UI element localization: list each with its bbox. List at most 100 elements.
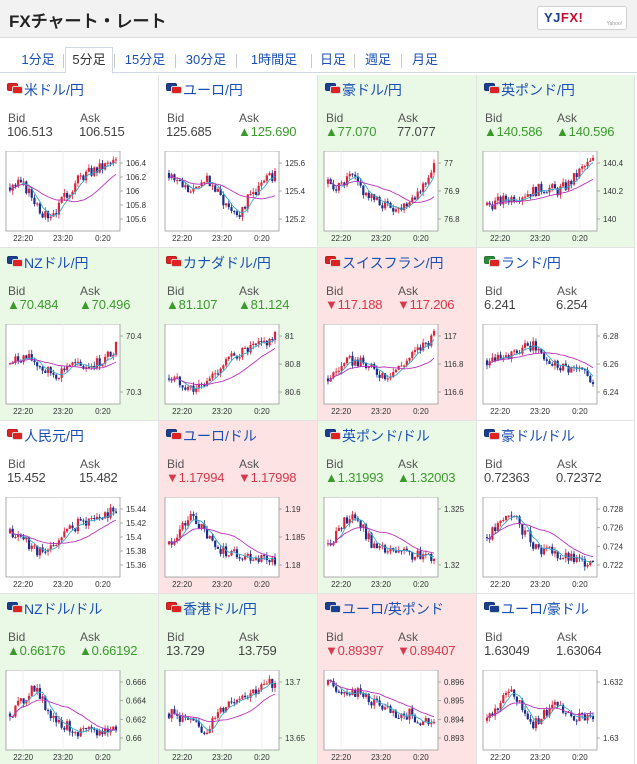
- tab-3[interactable]: 30分足: [185, 52, 227, 67]
- pair-name-link[interactable]: カナダドル/円: [183, 255, 271, 271]
- candle-body: [515, 696, 518, 702]
- candle-body: [340, 691, 343, 694]
- y-tick-label: 6.28: [603, 332, 619, 341]
- price-chart[interactable]: 0.728 0.726 0.724 0.722 22:20 23:20 0:20: [482, 497, 632, 591]
- pair-name-link[interactable]: 香港ドル/円: [183, 601, 257, 617]
- price-chart[interactable]: 1.632 1.63 22:20 23:20 0:20: [482, 670, 632, 764]
- rate-card[interactable]: スイスフラン/円 Bid Ask ▼117.188 ▼117.206 117 116.8 11…: [318, 248, 477, 421]
- candle-body: [529, 719, 532, 722]
- candle-body: [403, 713, 406, 716]
- candle-body: [260, 684, 263, 690]
- price-chart[interactable]: 0.666 0.664 0.662 0.66 22:20 23:20 0:20: [5, 670, 155, 764]
- rate-card[interactable]: 豪ドル/ドル Bid Ask 0.72363 0.72372 0.728 0.726 0.72…: [477, 421, 635, 594]
- bid-value: ▲1.31993: [325, 470, 384, 485]
- candle-body: [57, 719, 61, 723]
- candle-body: [521, 524, 524, 535]
- x-tick-label: 0:20: [254, 407, 270, 416]
- candle-body: [564, 712, 567, 714]
- moving-average-long: [9, 519, 117, 544]
- candle-body: [8, 363, 12, 365]
- candle-body: [244, 695, 247, 698]
- tab-4[interactable]: 1時間足: [250, 52, 298, 67]
- y-tick-label: 140.2: [603, 187, 624, 196]
- logo-subtext: Yahoo!: [606, 21, 622, 27]
- bid-value: ▼1.17994: [166, 470, 225, 485]
- rate-card[interactable]: NZドル/円 Bid Ask ▲70.484 ▲70.496 70.4 70.3 22:20 2…: [0, 248, 159, 421]
- currency-flag-icon: [325, 429, 341, 440]
- candle-body: [192, 718, 195, 721]
- candle-body: [335, 189, 338, 191]
- price-chart[interactable]: 125.6 125.4 125.2 22:20 23:20 0:20: [164, 151, 314, 245]
- rate-card[interactable]: 香港ドル/円 Bid Ask 13.729 13.759 13.7 13.65 22:20 23…: [159, 594, 318, 764]
- price-chart[interactable]: 6.28 6.26 6.24 22:20 23:20 0:20: [482, 324, 632, 418]
- price-chart[interactable]: 117 116.8 116.6 22:20 23:20 0:20: [323, 324, 473, 418]
- yjfx-logo[interactable]: YJFX! Yahoo!: [537, 6, 627, 30]
- candle-body: [227, 701, 230, 708]
- rate-card[interactable]: 英ポンド/ドル Bid Ask ▲1.31993 ▲1.32003 1.325 1.32 22…: [318, 421, 477, 594]
- pair-name-link[interactable]: 豪ドル/ドル: [501, 428, 575, 444]
- candle-body: [98, 730, 101, 736]
- candle-body: [260, 182, 263, 186]
- candle-body: [362, 357, 365, 364]
- x-tick-label: 22:20: [13, 753, 34, 762]
- candle-body: [268, 338, 271, 346]
- rate-card[interactable]: ユーロ/英ポンド Bid Ask ▼0.89397 ▼0.89407 0.896 0.895…: [318, 594, 477, 764]
- pair-name-link[interactable]: NZドル/円: [24, 255, 89, 271]
- tab-2[interactable]: 15分足: [124, 52, 166, 67]
- candle-body: [49, 710, 52, 719]
- candle-body: [14, 184, 17, 187]
- candle-body: [583, 166, 586, 168]
- rate-card[interactable]: 米ドル/円 Bid Ask 106.513 106.515 106.4 106.2 106 10…: [0, 75, 159, 248]
- price-chart[interactable]: 1.19 1.185 1.18 22:20 23:20 0:20: [164, 497, 314, 591]
- tab-5[interactable]: 日足: [319, 52, 346, 67]
- price-chart[interactable]: 77 76.9 76.8 22:20 23:20 0:20: [323, 151, 473, 245]
- rate-card[interactable]: ランド/円 Bid Ask 6.241 6.254 6.28 6.26 6.24 22:20 23…: [477, 248, 635, 421]
- price-chart[interactable]: 106.4 106.2 106 105.8 105.6 22:20 23:20 0:20: [5, 151, 155, 245]
- price-chart[interactable]: 13.7 13.65 22:20 23:20 0:20: [164, 670, 314, 764]
- price-chart[interactable]: 81 80.8 80.6 22:20 23:20 0:20: [164, 324, 314, 418]
- candle-body: [271, 173, 274, 182]
- rate-card[interactable]: ユーロ/豪ドル Bid Ask 1.63049 1.63064 1.632 1.63 22:2…: [477, 594, 635, 764]
- candle-body: [230, 701, 233, 703]
- pair-name-link[interactable]: ユーロ/ドル: [183, 428, 257, 444]
- pair-name-link[interactable]: ランド/円: [501, 255, 561, 271]
- tab-6[interactable]: 週足: [364, 52, 391, 67]
- pair-name-link[interactable]: NZドル/ドル: [24, 601, 103, 617]
- rate-card[interactable]: ユーロ/ドル Bid Ask ▼1.17994 ▼1.17998 1.19 1.185 1.1…: [159, 421, 318, 594]
- pair-name-link[interactable]: ユーロ/円: [183, 82, 243, 98]
- candle-body: [49, 545, 52, 550]
- candle-body: [523, 530, 527, 535]
- rate-card[interactable]: NZドル/ドル Bid Ask ▲0.66176 ▲0.66192 0.666 0.664 0…: [0, 594, 159, 764]
- rate-card[interactable]: ユーロ/円 Bid Ask 125.685 ▲125.690 125.6 125.4 125.…: [159, 75, 318, 248]
- pair-name-link[interactable]: 米ドル/円: [24, 82, 84, 98]
- currency-flag-icon: [7, 256, 23, 267]
- rate-card[interactable]: カナダドル/円 Bid Ask ▲81.107 ▲81.124 81 80.8 80.6 22:…: [159, 248, 318, 421]
- candle-body: [589, 561, 592, 565]
- x-tick-label: 22:20: [13, 407, 34, 416]
- candle-body: [252, 192, 255, 195]
- price-chart[interactable]: 140.4 140.2 140 22:20 23:20 0:20: [482, 151, 632, 245]
- pair-name-link[interactable]: スイスフラン/円: [342, 255, 444, 271]
- candle-body: [33, 545, 36, 547]
- pair-name-link[interactable]: ユーロ/豪ドル: [501, 601, 589, 617]
- tab-7[interactable]: 月足: [411, 52, 438, 67]
- rate-card[interactable]: 豪ドル/円 Bid Ask ▲77.070 77.077 77 76.9 76.8 22:20 2…: [318, 75, 477, 248]
- pair-name-link[interactable]: ユーロ/英ポンド: [342, 601, 444, 617]
- tab-0[interactable]: 1分足: [21, 52, 55, 67]
- candle-body: [203, 732, 206, 735]
- rate-card[interactable]: 英ポンド/円 Bid Ask ▲140.586 ▲140.596 140.4 140.2 14…: [477, 75, 635, 248]
- pair-name-link[interactable]: 英ポンド/円: [501, 82, 575, 98]
- price-chart[interactable]: 70.4 70.3 22:20 23:20 0:20: [5, 324, 155, 418]
- candle-body: [200, 726, 203, 733]
- bid-value: ▲140.586: [484, 124, 543, 139]
- pair-name-link[interactable]: 人民元/円: [24, 428, 84, 444]
- pair-name-link[interactable]: 豪ドル/円: [342, 82, 402, 98]
- price-chart[interactable]: 0.896 0.895 0.894 0.893 22:20 23:20 0:20: [323, 670, 473, 764]
- price-chart[interactable]: 1.325 1.32 22:20 23:20 0:20: [323, 497, 473, 591]
- candle-body: [559, 367, 562, 371]
- tab-1[interactable]: 5分足: [65, 47, 113, 74]
- pair-name-link[interactable]: 英ポンド/ドル: [342, 428, 430, 444]
- price-chart[interactable]: 15.44 15.42 15.4 15.38 15.36 22:20 23:20 0:20: [5, 497, 155, 591]
- candle-body: [364, 363, 368, 368]
- rate-card[interactable]: 人民元/円 Bid Ask 15.452 15.482 15.44 15.42 15.4 15.…: [0, 421, 159, 594]
